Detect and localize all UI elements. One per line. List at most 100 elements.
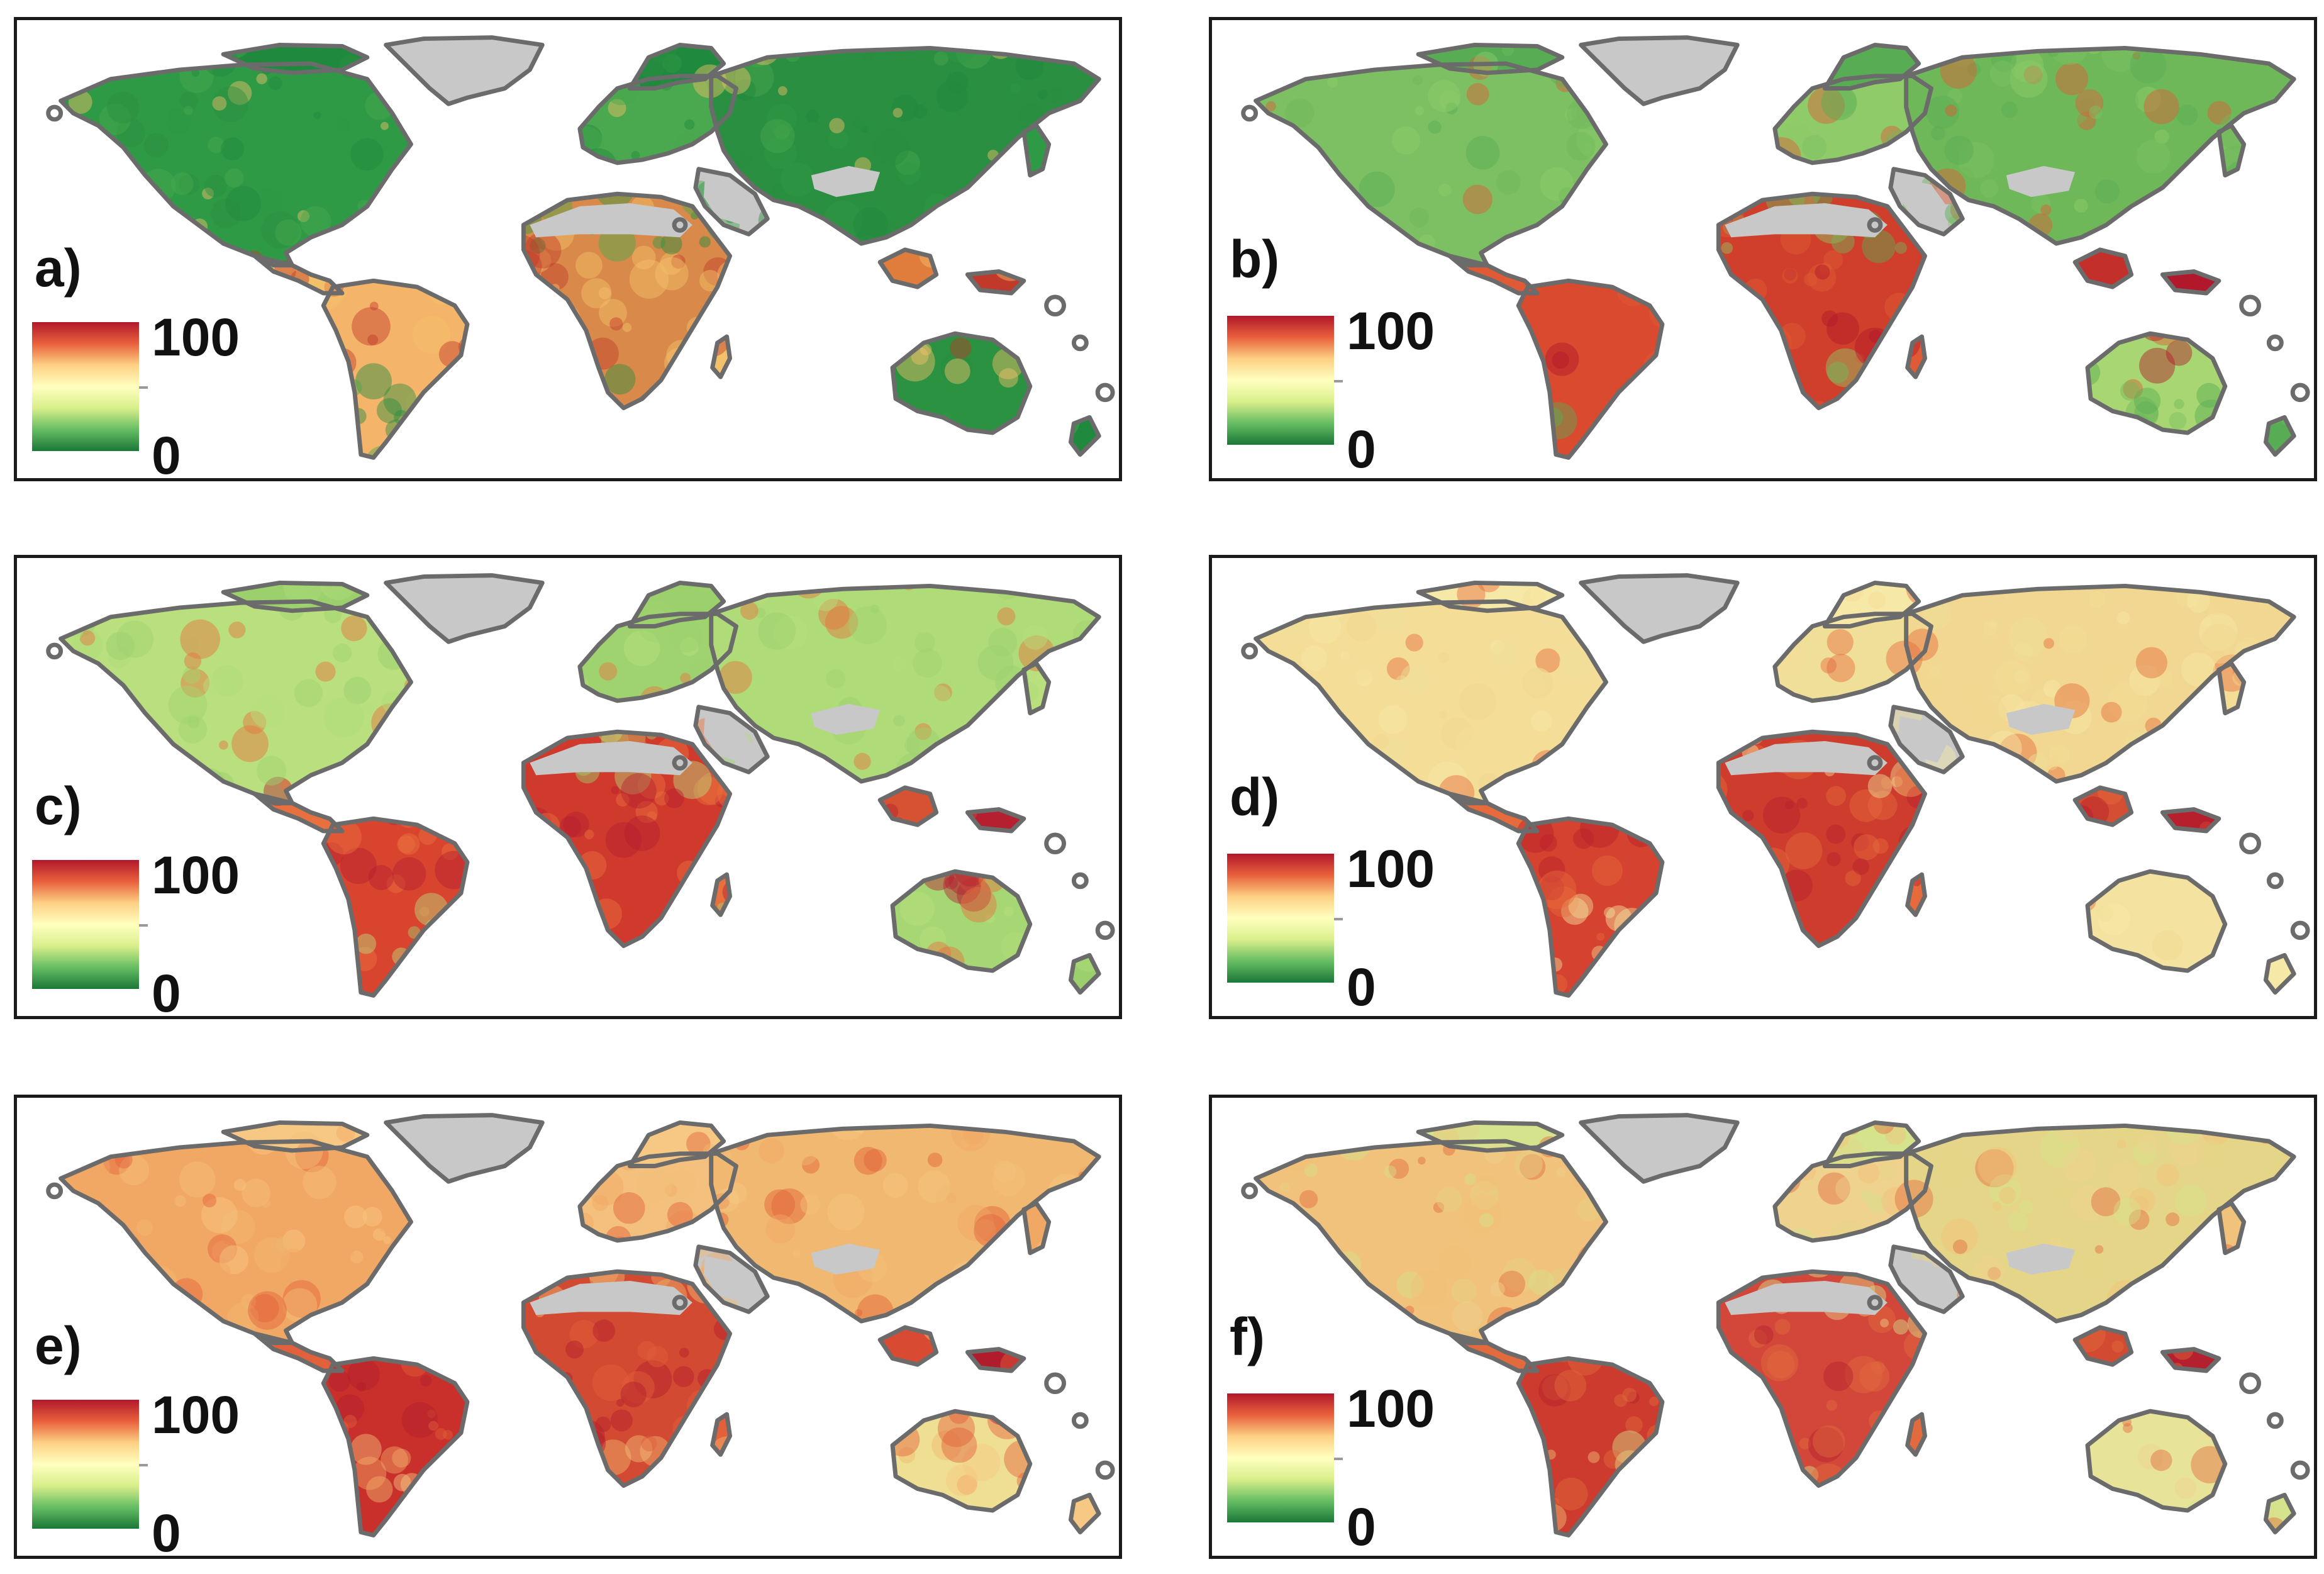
panel-label: a) (35, 238, 82, 298)
region-asia (711, 48, 1099, 244)
coastline (46, 35, 1115, 460)
colorbar-max-label: 100 (152, 846, 240, 905)
colorbar-max-label: 100 (1347, 839, 1435, 898)
no-data-area (2006, 1243, 2076, 1275)
no-data-area (1725, 741, 1888, 776)
map-panel-a: a) 100 0 (14, 17, 1122, 481)
region-africa (523, 194, 730, 408)
colorbar (1227, 316, 1334, 445)
colorbar (32, 1400, 139, 1529)
map-panel-c: c) 100 0 (14, 555, 1122, 1019)
no-data-area (1898, 1256, 1947, 1303)
colorbar-max-label: 100 (152, 308, 240, 367)
region-north-america (60, 1141, 411, 1343)
colorbar-max-label: 100 (1347, 301, 1435, 360)
region-se-asia-islands (2075, 1327, 2132, 1365)
region-africa (1718, 194, 1925, 408)
region-se-asia-islands (880, 1327, 937, 1365)
region-north-america (1255, 1141, 1606, 1343)
no-data-area (811, 703, 881, 735)
no-data-area (2006, 703, 2076, 735)
region-south-america (323, 281, 467, 458)
region-africa (1718, 1271, 1925, 1486)
coastline (1241, 573, 2310, 998)
map-panel-d: d) 100 0 (1209, 555, 2317, 1019)
colorbar-min-label: 0 (1347, 957, 1376, 1017)
region-africa (523, 732, 730, 946)
region-asia (1906, 586, 2294, 782)
colorbar-max-label: 100 (1347, 1379, 1435, 1438)
region-europe (579, 75, 737, 163)
region-se-asia-islands (2075, 787, 2132, 825)
colorbar-tick (1334, 1458, 1343, 1460)
world-map (46, 573, 1115, 998)
world-map (46, 1113, 1115, 1538)
coastline (1241, 35, 2310, 460)
region-north-america (60, 64, 411, 265)
region-australia (892, 1411, 1030, 1510)
region-south-america (323, 1358, 467, 1536)
world-map (1241, 573, 2310, 998)
no-data-area (1725, 1281, 1888, 1315)
coastline (46, 1113, 1115, 1538)
colorbar-tick (1334, 380, 1343, 382)
region-se-asia-islands (880, 249, 937, 287)
colorbar-tick (139, 386, 148, 389)
region-north-america (1255, 64, 1606, 265)
no-data-area (811, 165, 881, 198)
no-data-area (1725, 203, 1888, 238)
no-data-area (530, 203, 692, 238)
world-map (1241, 35, 2310, 460)
region-australia (892, 333, 1030, 433)
coastline (1241, 1113, 2310, 1538)
world-map (46, 35, 1115, 460)
coastline (46, 573, 1115, 998)
colorbar-min-label: 0 (1347, 420, 1376, 479)
world-map (1241, 1113, 2310, 1538)
panel-label: f) (1230, 1307, 1265, 1366)
colorbar-min-label: 0 (1347, 1497, 1376, 1556)
region-australia (2088, 1411, 2225, 1510)
colorbar (32, 322, 139, 451)
colorbar-min-label: 0 (152, 426, 181, 481)
region-australia (892, 871, 1030, 971)
colorbar-min-label: 0 (152, 964, 181, 1019)
panel-label: e) (35, 1316, 82, 1375)
colorbar (1227, 1393, 1334, 1522)
map-panel-f: f) 100 0 (1209, 1095, 2317, 1559)
region-south-america (323, 818, 467, 996)
panel-label: b) (1230, 230, 1280, 289)
region-australia (2088, 333, 2225, 433)
region-south-america (1518, 1358, 1662, 1536)
no-data-area (2006, 165, 2076, 198)
panel-label: d) (1230, 767, 1280, 827)
region-australia (2088, 871, 2225, 971)
region-north-america (1255, 601, 1606, 803)
region-asia (711, 1125, 1099, 1322)
region-asia (1906, 48, 2294, 244)
no-data-area (530, 1281, 692, 1315)
region-asia (1906, 1125, 2294, 1322)
map-panel-e: e) 100 0 (14, 1095, 1122, 1559)
colorbar-tick (1334, 918, 1343, 920)
no-data-area (1898, 716, 1947, 763)
region-north-america (60, 601, 411, 803)
no-data-area (703, 716, 752, 763)
colorbar (32, 860, 139, 989)
region-south-america (1518, 281, 1662, 458)
region-se-asia-islands (2075, 249, 2132, 287)
region-se-asia-islands (880, 787, 937, 825)
colorbar (1227, 854, 1334, 983)
region-asia (711, 586, 1099, 782)
no-data-area (1898, 178, 1947, 225)
no-data-area (530, 741, 692, 776)
region-africa (523, 1271, 730, 1486)
colorbar-tick (139, 924, 148, 927)
colorbar-tick (139, 1464, 148, 1466)
no-data-area (811, 1243, 881, 1275)
colorbar-max-label: 100 (152, 1385, 240, 1444)
region-south-america (1518, 818, 1662, 996)
no-data-area (703, 1256, 752, 1303)
map-panel-b: b) 100 0 (1209, 17, 2317, 481)
region-africa (1718, 732, 1925, 946)
